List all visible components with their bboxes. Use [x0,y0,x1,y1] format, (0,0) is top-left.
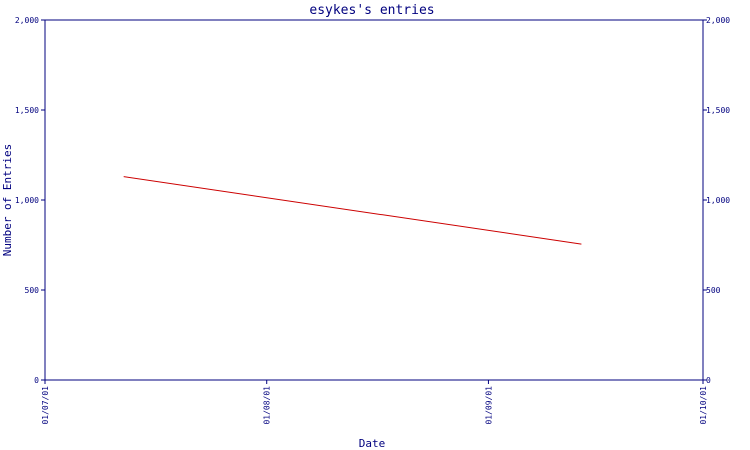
x-tick-label: 01/07/01 [41,386,50,425]
y-tick-label-right: 1,000 [706,196,730,205]
y-tick-label-right: 500 [706,286,721,295]
y-tick-label-left: 500 [25,286,40,295]
series-line [123,176,582,245]
y-tick-label-left: 1,500 [15,106,39,115]
plot-frame [44,19,704,381]
y-tick-label-left: 1,000 [15,196,39,205]
y-tick-label-left: 0 [34,376,39,385]
y-axis-title: Number of Entries [1,144,14,257]
y-tick-label-right: 2,000 [706,16,730,25]
x-tick-label: 01/08/01 [263,386,272,425]
y-tick-label-right: 1,500 [706,106,730,115]
x-tick-label: 01/09/01 [484,386,493,425]
y-axis-left: 0 500 1,000 1,500 2,000 [15,16,45,385]
series-group [123,176,582,245]
x-tick-label: 01/10/01 [699,386,708,425]
x-axis: 01/07/01 01/08/01 01/09/01 01/10/01 [41,380,708,425]
y-axis-right: 0 500 1,000 1,500 2,000 [703,16,730,385]
y-tick-label-left: 2,000 [15,16,39,25]
chart-title: esykes's entries [309,3,434,18]
y-tick-label-right: 0 [706,376,711,385]
x-axis-title: Date [359,437,386,450]
